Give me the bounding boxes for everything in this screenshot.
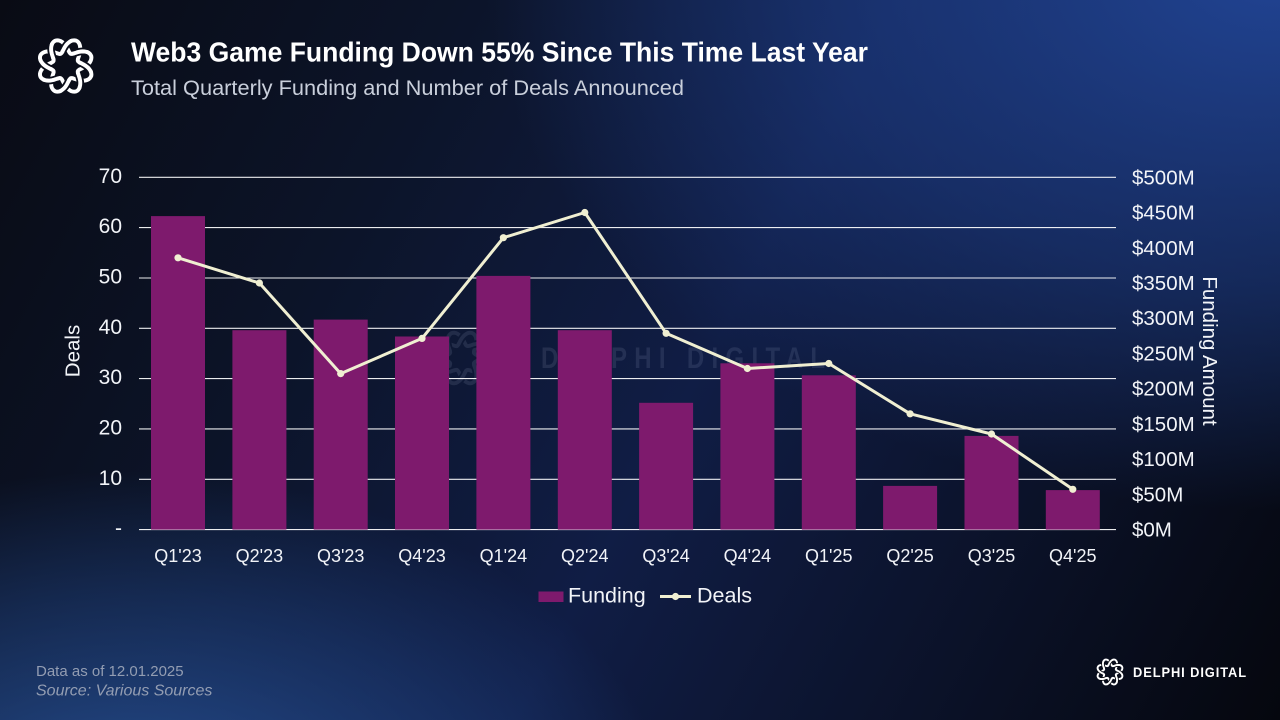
svg-text:Funding: Funding — [568, 584, 646, 608]
svg-text:$100M: $100M — [1132, 448, 1195, 471]
svg-text:Source: Various Sources: Source: Various Sources — [36, 683, 212, 700]
svg-text:Q1'23: Q1'23 — [154, 546, 201, 566]
svg-text:-: - — [115, 517, 122, 540]
svg-text:Q3'24: Q3'24 — [642, 546, 689, 566]
svg-text:$150M: $150M — [1132, 413, 1195, 436]
svg-text:$50M: $50M — [1132, 483, 1183, 506]
svg-text:50: 50 — [99, 266, 122, 289]
svg-text:Q1'25: Q1'25 — [805, 546, 852, 566]
svg-text:40: 40 — [99, 316, 122, 339]
svg-text:$400M: $400M — [1132, 237, 1195, 260]
svg-text:$450M: $450M — [1132, 202, 1195, 225]
svg-text:$0M: $0M — [1132, 519, 1172, 542]
svg-text:Q2'24: Q2'24 — [561, 546, 608, 566]
svg-text:Q3'25: Q3'25 — [968, 546, 1015, 566]
svg-text:$250M: $250M — [1132, 343, 1195, 366]
svg-text:$350M: $350M — [1132, 272, 1195, 295]
svg-text:60: 60 — [99, 215, 122, 238]
svg-text:Q2'23: Q2'23 — [236, 546, 283, 566]
svg-text:$300M: $300M — [1132, 307, 1195, 330]
svg-text:Deals: Deals — [697, 584, 752, 608]
svg-text:DELPHI DIGITAL: DELPHI DIGITAL — [1133, 664, 1247, 680]
svg-text:70: 70 — [99, 165, 122, 188]
svg-text:Total Quarterly Funding and Nu: Total Quarterly Funding and Number of De… — [131, 77, 684, 100]
svg-text:Q2'25: Q2'25 — [886, 546, 933, 566]
svg-text:Funding Amount: Funding Amount — [1198, 276, 1221, 426]
svg-text:Web3 Game Funding Down 55% Sin: Web3 Game Funding Down 55% Since This Ti… — [131, 37, 868, 68]
svg-text:Deals: Deals — [62, 325, 85, 377]
svg-text:Q4'25: Q4'25 — [1049, 546, 1096, 566]
svg-text:Q3'23: Q3'23 — [317, 546, 364, 566]
svg-text:20: 20 — [99, 416, 122, 439]
svg-text:$500M: $500M — [1132, 166, 1195, 189]
svg-text:Q4'24: Q4'24 — [724, 546, 771, 566]
svg-text:Data as of 12.01.2025: Data as of 12.01.2025 — [36, 663, 184, 680]
svg-text:$200M: $200M — [1132, 378, 1195, 401]
svg-text:10: 10 — [99, 467, 122, 490]
svg-text:Q4'23: Q4'23 — [398, 546, 445, 566]
svg-text:30: 30 — [99, 366, 122, 389]
svg-text:Q1'24: Q1'24 — [480, 546, 527, 566]
